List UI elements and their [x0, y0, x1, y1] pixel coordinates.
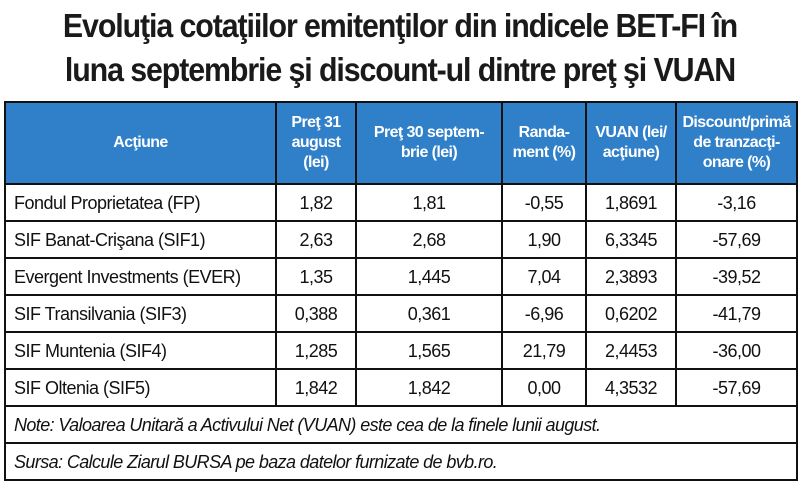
cell-vuan: 1,8691	[585, 183, 677, 222]
header-randament: Randa-ment (%)	[501, 101, 587, 185]
cell-pret-septembrie: 1,842	[355, 368, 503, 407]
table-header: Acţiune Preţ 31 august (lei) Preţ 30 sep…	[4, 101, 798, 185]
cell-pret-august: 2,63	[275, 220, 357, 259]
cell-discount: -39,52	[675, 257, 798, 296]
table-row: SIF Oltenia (SIF5) 1,842 1,842 0,00 4,35…	[4, 368, 798, 407]
source-row: Sursa: Calcule Ziarul BURSA pe baza date…	[4, 442, 798, 481]
cell-pret-septembrie: 2,68	[355, 220, 503, 259]
cell-actiune: SIF Muntenia (SIF4)	[4, 331, 277, 370]
bet-fi-table: Acţiune Preţ 31 august (lei) Preţ 30 sep…	[4, 101, 798, 481]
cell-pret-august: 1,285	[275, 331, 357, 370]
cell-pret-septembrie: 0,361	[355, 294, 503, 333]
header-pret-30-septembrie: Preţ 30 septem-brie (lei)	[355, 101, 503, 185]
cell-discount: -57,69	[675, 220, 798, 259]
cell-actiune: SIF Oltenia (SIF5)	[4, 368, 277, 407]
cell-pret-august: 1,842	[275, 368, 357, 407]
cell-pret-august: 1,82	[275, 183, 357, 222]
cell-actiune: SIF Transilvania (SIF3)	[4, 294, 277, 333]
cell-pret-august: 1,35	[275, 257, 357, 296]
table-row: SIF Transilvania (SIF3) 0,388 0,361 -6,9…	[4, 294, 798, 333]
cell-randament: 21,79	[501, 331, 587, 370]
cell-randament: -6,96	[501, 294, 587, 333]
page-title: Evoluţia cotaţiilor emitenţilor din indi…	[32, 0, 768, 98]
table-row: SIF Banat-Crişana (SIF1) 2,63 2,68 1,90 …	[4, 220, 798, 259]
cell-randament: -0,55	[501, 183, 587, 222]
cell-randament: 0,00	[501, 368, 587, 407]
cell-vuan: 6,3345	[585, 220, 677, 259]
cell-pret-august: 0,388	[275, 294, 357, 333]
cell-vuan: 4,3532	[585, 368, 677, 407]
title-line-1: Evoluţia cotaţiilor emitenţilor din indi…	[62, 7, 738, 44]
note-row: Note: Valoarea Unitară a Activului Net (…	[4, 405, 798, 444]
table-body: Fondul Proprietatea (FP) 1,82 1,81 -0,55…	[4, 183, 798, 481]
cell-randament: 7,04	[501, 257, 587, 296]
table-row: SIF Muntenia (SIF4) 1,285 1,565 21,79 2,…	[4, 331, 798, 370]
cell-actiune: SIF Banat-Crişana (SIF1)	[4, 220, 277, 259]
cell-discount: -57,69	[675, 368, 798, 407]
table-row: Fondul Proprietatea (FP) 1,82 1,81 -0,55…	[4, 183, 798, 222]
cell-vuan: 2,3893	[585, 257, 677, 296]
table-source: Sursa: Calcule Ziarul BURSA pe baza date…	[4, 442, 798, 481]
cell-pret-septembrie: 1,445	[355, 257, 503, 296]
header-pret-31-august: Preţ 31 august (lei)	[275, 101, 357, 185]
cell-discount: -41,79	[675, 294, 798, 333]
header-vuan: VUAN (lei/ acţiune)	[585, 101, 677, 185]
title-line-2: luna septembrie şi discount-ul dintre pr…	[64, 51, 736, 88]
cell-vuan: 2,4453	[585, 331, 677, 370]
cell-discount: -36,00	[675, 331, 798, 370]
cell-vuan: 0,6202	[585, 294, 677, 333]
table-note: Note: Valoarea Unitară a Activului Net (…	[4, 405, 798, 444]
header-row: Acţiune Preţ 31 august (lei) Preţ 30 sep…	[4, 101, 798, 185]
cell-discount: -3,16	[675, 183, 798, 222]
cell-randament: 1,90	[501, 220, 587, 259]
cell-pret-septembrie: 1,565	[355, 331, 503, 370]
cell-pret-septembrie: 1,81	[355, 183, 503, 222]
table-row: Evergent Investments (EVER) 1,35 1,445 7…	[4, 257, 798, 296]
cell-actiune: Fondul Proprietatea (FP)	[4, 183, 277, 222]
header-discount: Discount/primă de tranzacţi-onare (%)	[675, 101, 798, 185]
header-actiune: Acţiune	[4, 101, 277, 185]
cell-actiune: Evergent Investments (EVER)	[4, 257, 277, 296]
